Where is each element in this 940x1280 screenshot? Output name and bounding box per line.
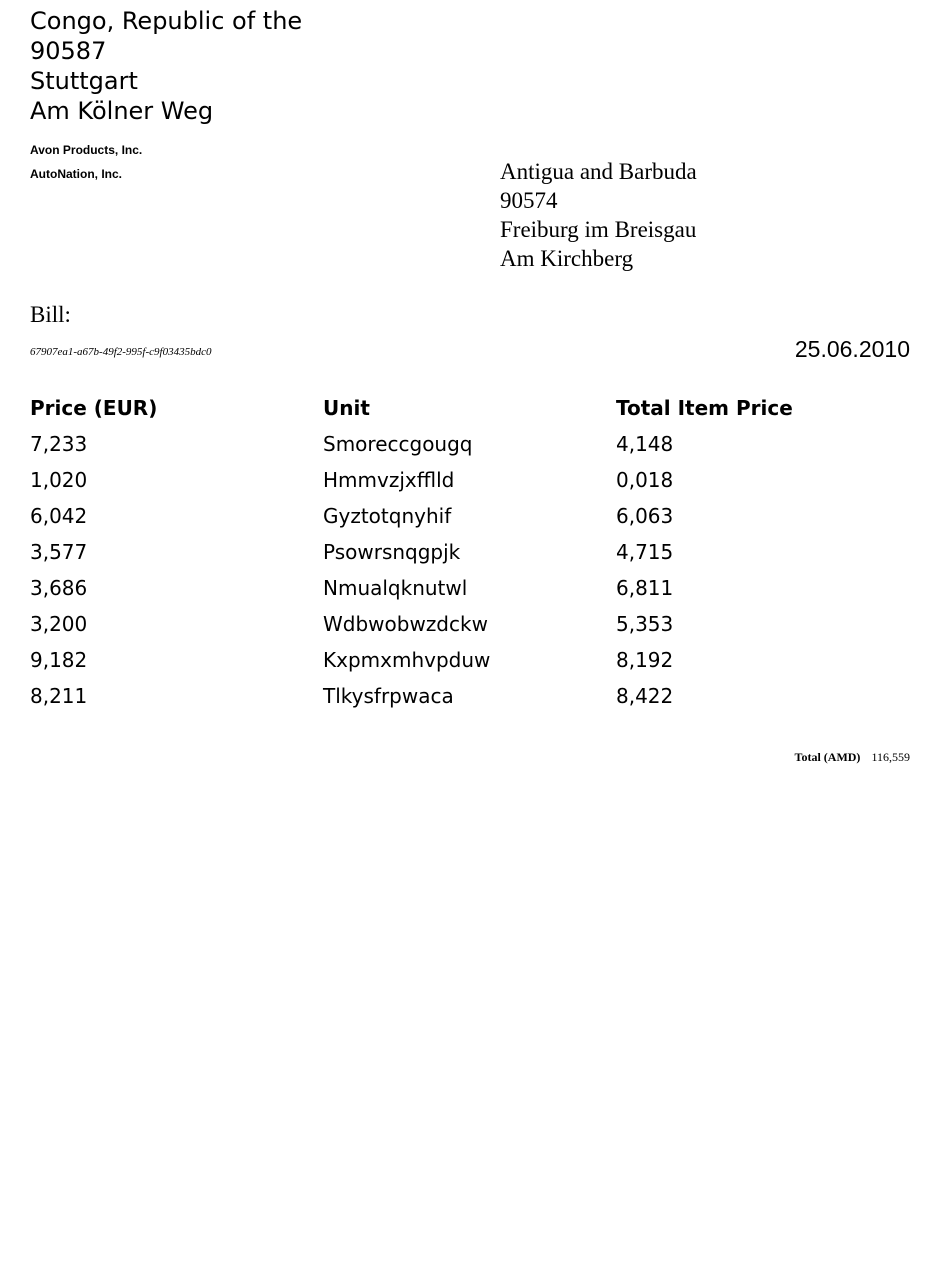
table-row: 7,233 Smoreccgougq 4,148 [30,426,910,462]
recipient-city: Freiburg im Breisgau [500,217,697,242]
total-item-price-cell: 4,148 [616,432,674,456]
table-row: 8,211 Tlkysfrpwaca 8,422 [30,678,910,714]
header-total-item-price: Total Item Price [616,396,793,420]
price-cell: 7,233 [30,432,88,456]
unit-cell: Wdbwobwzdckw [323,612,488,636]
table-row: 3,577 Psowrsnqgpjk 4,715 [30,534,910,570]
total-item-price-cell: 5,353 [616,612,674,636]
total-item-price-cell: 8,422 [616,684,674,708]
recipient-address: Antigua and Barbuda 90574 Freiburg im Br… [500,157,697,273]
sender-address: Congo, Republic of the 90587 Stuttgart A… [30,6,302,126]
price-cell: 1,020 [30,468,88,492]
company-name: AutoNation, Inc. [30,167,122,181]
bill-label: Bill: [30,302,71,327]
total-value: 116,559 [871,750,910,764]
table-row: 9,182 Kxpmxmhvpduw 8,192 [30,642,910,678]
price-cell: 3,686 [30,576,88,600]
total-item-price-cell: 6,811 [616,576,674,600]
total-item-price-cell: 6,063 [616,504,674,528]
table-header-row: Price (EUR) Unit Total Item Price [30,390,910,426]
header-unit: Unit [323,396,370,420]
unit-cell: Psowrsnqgpjk [323,540,461,564]
bill-id: 67907ea1-a67b-49f2-995f-c9f03435bdc0 [30,346,212,358]
sender-city: Stuttgart [30,67,138,95]
price-cell: 8,211 [30,684,88,708]
bill-date: 25.06.2010 [794,336,910,362]
table-row: 3,686 Nmualqknutwl 6,811 [30,570,910,606]
total-item-price-cell: 8,192 [616,648,674,672]
unit-cell: Smoreccgougq [323,432,473,456]
total-item-price-cell: 4,715 [616,540,674,564]
items-table: Price (EUR) Unit Total Item Price 7,233 … [30,390,910,714]
unit-cell: Kxpmxmhvpduw [323,648,491,672]
price-cell: 9,182 [30,648,88,672]
unit-cell: Nmualqknutwl [323,576,468,600]
total-label: Total (AMD) [794,750,861,764]
unit-cell: Gyztotqnyhif [323,504,452,528]
header-price: Price (EUR) [30,396,158,420]
recipient-country: Antigua and Barbuda [500,159,697,184]
price-cell: 6,042 [30,504,88,528]
table-row: 1,020 Hmmvzjxfflld 0,018 [30,462,910,498]
unit-cell: Tlkysfrpwaca [323,684,454,708]
total-item-price-cell: 0,018 [616,468,674,492]
price-cell: 3,577 [30,540,88,564]
total-line: Total (AMD) 116,559 [795,750,910,765]
price-cell: 3,200 [30,612,88,636]
company-name: Avon Products, Inc. [30,143,143,157]
sender-country: Congo, Republic of the [30,7,303,35]
sender-postal-code: 90587 [30,37,107,65]
sender-street: Am Kölner Weg [30,97,214,125]
unit-cell: Hmmvzjxfflld [323,468,455,492]
table-row: 6,042 Gyztotqnyhif 6,063 [30,498,910,534]
table-row: 3,200 Wdbwobwzdckw 5,353 [30,606,910,642]
recipient-postal-code: 90574 [500,188,558,213]
recipient-street: Am Kirchberg [500,246,634,271]
